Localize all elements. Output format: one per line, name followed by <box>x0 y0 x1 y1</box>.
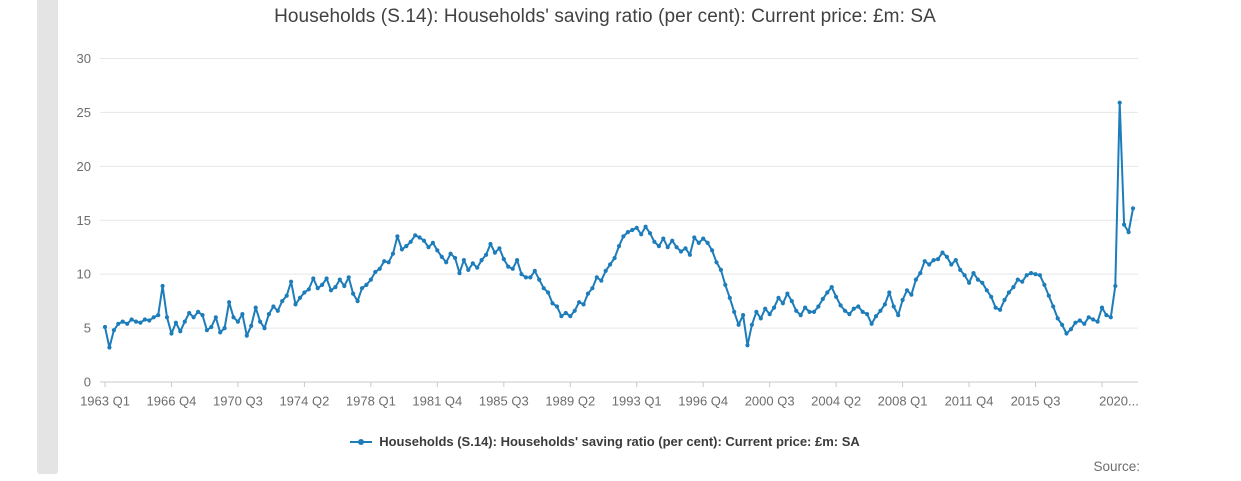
saving-ratio-chart-panel: Households (S.14): Households' saving ra… <box>70 0 1140 481</box>
svg-text:1981 Q4: 1981 Q4 <box>412 394 462 409</box>
svg-text:0: 0 <box>84 375 91 390</box>
svg-text:1989 Q2: 1989 Q2 <box>545 394 595 409</box>
svg-text:1963 Q1: 1963 Q1 <box>80 394 130 409</box>
svg-text:30: 30 <box>77 51 91 66</box>
x-axis-labels: 1963 Q1 1966 Q4 1970 Q3 1974 Q2 1978 Q1 1981 … <box>80 394 1139 409</box>
svg-text:1970 Q3: 1970 Q3 <box>213 394 263 409</box>
svg-text:2000 Q3: 2000 Q3 <box>745 394 795 409</box>
left-scrollbar-thumb[interactable] <box>37 0 58 474</box>
chart-title: Households (S.14): Households' saving ra… <box>274 6 936 27</box>
saving-ratio-series-line <box>104 101 1134 349</box>
svg-text:2004 Q2: 2004 Q2 <box>811 394 861 409</box>
svg-text:20: 20 <box>77 159 91 174</box>
legend-item-saving-ratio[interactable]: Households (S.14): Households' saving ra… <box>350 434 860 449</box>
svg-text:2020...: 2020... <box>1099 394 1139 409</box>
series-point-markers <box>102 100 1136 350</box>
svg-text:15: 15 <box>77 213 91 228</box>
svg-text:1966 Q4: 1966 Q4 <box>147 394 197 409</box>
svg-text:10: 10 <box>77 267 91 282</box>
svg-text:5: 5 <box>84 321 91 336</box>
svg-text:1985 Q3: 1985 Q3 <box>479 394 529 409</box>
svg-text:1993 Q1: 1993 Q1 <box>612 394 662 409</box>
x-axis-ticks <box>104 382 1103 387</box>
saving-ratio-line-chart: 0 5 10 15 20 25 30 1963 Q1 1966 Q4 1970 Q3 1974 Q2… <box>77 51 1139 409</box>
svg-text:1974 Q2: 1974 Q2 <box>279 394 329 409</box>
line-series-marker-icon <box>350 437 373 447</box>
svg-text:2011 Q4: 2011 Q4 <box>945 394 994 409</box>
legend-label: Households (S.14): Households' saving ra… <box>379 434 860 449</box>
y-axis-labels: 0 5 10 15 20 25 30 <box>77 51 91 390</box>
svg-text:1978 Q1: 1978 Q1 <box>346 394 396 409</box>
svg-text:2015 Q3: 2015 Q3 <box>1011 394 1061 409</box>
y-gridlines <box>100 58 1138 383</box>
source-label: Source: <box>1093 459 1140 474</box>
svg-text:1996 Q4: 1996 Q4 <box>678 394 728 409</box>
chart-legend: Households (S.14): Households' saving ra… <box>70 434 1140 449</box>
svg-text:25: 25 <box>77 105 91 120</box>
svg-text:2008 Q1: 2008 Q1 <box>878 394 928 409</box>
